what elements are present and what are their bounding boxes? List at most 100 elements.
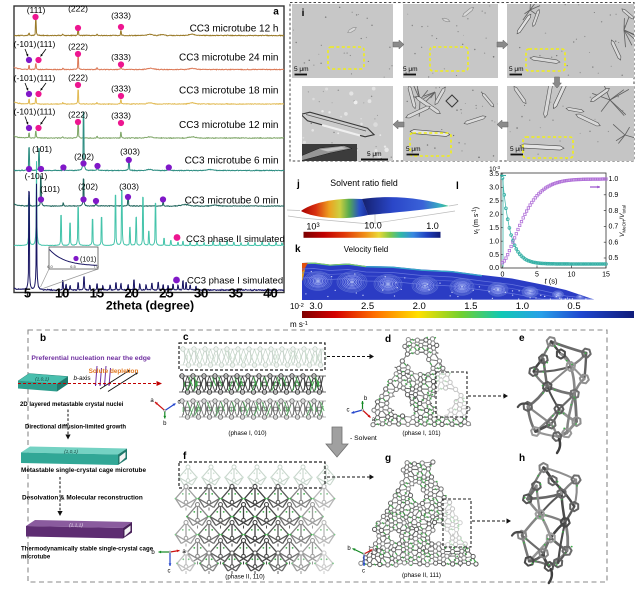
svg-text:5 μm: 5 μm [403, 66, 418, 73]
svg-text:0.6: 0.6 [609, 239, 619, 246]
svg-text:5 μm: 5 μm [509, 66, 524, 73]
svg-text:e: e [519, 333, 525, 344]
svg-text:(202): (202) [74, 152, 94, 162]
svg-text:CC3 microtube 12 h: CC3 microtube 12 h [190, 24, 279, 35]
svg-text:c: c [183, 332, 189, 343]
svg-text:Thermodynamically stable sing: Thermodynamically stable single-crystal … [21, 547, 154, 553]
svg-text:CC3 microtube 6 min: CC3 microtube 6 min [185, 156, 279, 167]
svg-text:5 μm: 5 μm [294, 66, 309, 73]
svg-text:2.0: 2.0 [489, 212, 499, 219]
svg-text:15: 15 [602, 272, 610, 279]
svg-text:1.0: 1.0 [426, 221, 439, 231]
svg-text:(-101): (-101) [14, 39, 37, 49]
svg-text:Metastable single-crystal cag: Metastable single-crystal cage microtube [21, 467, 146, 474]
svg-text:(phase II, 110): (phase II, 110) [225, 574, 264, 581]
svg-text:c: c [168, 569, 171, 575]
svg-text:2theta (degree): 2theta (degree) [106, 299, 194, 313]
svg-text:(phase I, 010): (phase I, 010) [228, 430, 266, 437]
svg-text:0.8: 0.8 [609, 208, 619, 215]
svg-text:3.0: 3.0 [309, 301, 322, 312]
svg-text:Desolvation & Molecular reco: Desolvation & Molecular reconstruction [22, 495, 143, 502]
svg-text:1.5: 1.5 [489, 225, 499, 232]
svg-text:(111): (111) [37, 107, 56, 117]
svg-text:0.5: 0.5 [609, 255, 619, 262]
svg-text:3.0: 3.0 [489, 185, 499, 192]
svg-text:0.0: 0.0 [489, 265, 499, 272]
svg-text:5 μm: 5 μm [367, 151, 382, 158]
svg-text:Velocity field: Velocity field [344, 245, 388, 254]
svg-text:(111): (111) [27, 5, 46, 15]
svg-text:microtube: microtube [21, 555, 51, 561]
svg-text:Directional diffusion-limited: Directional diffusion-limited growth [25, 425, 126, 431]
svg-text:5 μm: 5 μm [406, 146, 421, 153]
svg-text:0.9: 0.9 [609, 192, 619, 199]
svg-text:(1,0,1): (1,0,1) [35, 377, 49, 383]
svg-text:1.5: 1.5 [464, 301, 477, 312]
svg-text:(333): (333) [111, 11, 131, 21]
svg-text:0.5: 0.5 [489, 252, 499, 259]
svg-text:(phase II, 111): (phase II, 111) [402, 572, 441, 579]
svg-text:10.0: 10.0 [364, 221, 382, 231]
svg-text:(111): (111) [37, 73, 56, 83]
svg-text:7.0: 7.0 [93, 264, 99, 269]
svg-text:(101): (101) [32, 144, 52, 154]
svg-text:(-101): (-101) [14, 73, 37, 83]
svg-text:10: 10 [55, 286, 69, 301]
svg-text:(333): (333) [111, 111, 131, 121]
svg-text:h: h [519, 453, 525, 464]
svg-text:Solute depletion: Solute depletion [89, 368, 139, 375]
svg-text:c: c [178, 400, 181, 406]
svg-text:40: 40 [263, 286, 277, 301]
svg-text:CC3 phase I simulated: CC3 phase I simulated [187, 276, 283, 287]
svg-text:(303): (303) [120, 147, 140, 157]
svg-text:t (s): t (s) [545, 277, 558, 286]
svg-text:(303): (303) [119, 182, 139, 192]
svg-text:5 μm: 5 μm [510, 146, 525, 153]
svg-text:Preferential nucleation near t: Preferential nucleation near the edge [31, 355, 151, 362]
svg-text:b: b [40, 333, 46, 344]
svg-text:b-axis: b-axis [73, 375, 90, 382]
svg-text:(111): (111) [37, 39, 56, 49]
svg-text:(333): (333) [111, 52, 131, 62]
svg-text:j: j [296, 179, 300, 190]
svg-text:10: 10 [568, 272, 576, 279]
svg-text:(-101): (-101) [25, 171, 48, 181]
svg-text:1.0: 1.0 [516, 301, 529, 312]
svg-text:5: 5 [535, 272, 539, 279]
svg-text:l: l [456, 181, 459, 192]
svg-text:0.5: 0.5 [567, 301, 580, 312]
svg-text:CC3 microtube 24 min: CC3 microtube 24 min [179, 53, 278, 64]
svg-text:2.5: 2.5 [361, 301, 374, 312]
svg-text:d: d [385, 334, 391, 345]
svg-text:2.5: 2.5 [489, 198, 499, 205]
svg-text:(222): (222) [68, 42, 88, 52]
svg-text:15: 15 [90, 286, 104, 301]
svg-text:g: g [385, 453, 391, 464]
svg-text:(101): (101) [80, 257, 96, 264]
svg-text:(222): (222) [68, 110, 88, 120]
svg-text:1.0: 1.0 [609, 176, 619, 183]
svg-text:6.5: 6.5 [70, 264, 76, 269]
svg-text:30: 30 [194, 286, 208, 301]
svg-text:(phase I, 101): (phase I, 101) [402, 430, 440, 437]
svg-text:35: 35 [229, 286, 243, 301]
svg-text:5: 5 [24, 286, 31, 301]
svg-text:(222): (222) [68, 4, 88, 14]
svg-text:6.0: 6.0 [47, 264, 53, 269]
svg-text:0.7: 0.7 [609, 224, 619, 231]
svg-text:(101): (101) [40, 184, 60, 194]
svg-text:3.5: 3.5 [489, 171, 499, 178]
svg-text:CC3 phase II simulated: CC3 phase II simulated [186, 234, 285, 245]
svg-text:c: c [362, 569, 365, 575]
svg-text:(-101): (-101) [14, 107, 37, 117]
svg-text:(202): (202) [78, 182, 98, 192]
svg-text:(1,1,1): (1,1,1) [69, 523, 83, 529]
svg-text:CC3 microtube 18 min: CC3 microtube 18 min [179, 86, 278, 97]
svg-text:Solvent ratio field: Solvent ratio field [330, 178, 398, 188]
svg-text:c: c [347, 408, 350, 414]
svg-text:a: a [273, 7, 279, 18]
svg-text:- Solvent: - Solvent [350, 435, 377, 442]
svg-text:CC3 microtube 0 min: CC3 microtube 0 min [185, 196, 279, 207]
svg-text:CC3 microtube 12 min: CC3 microtube 12 min [179, 120, 278, 131]
svg-text:(333): (333) [111, 84, 131, 94]
